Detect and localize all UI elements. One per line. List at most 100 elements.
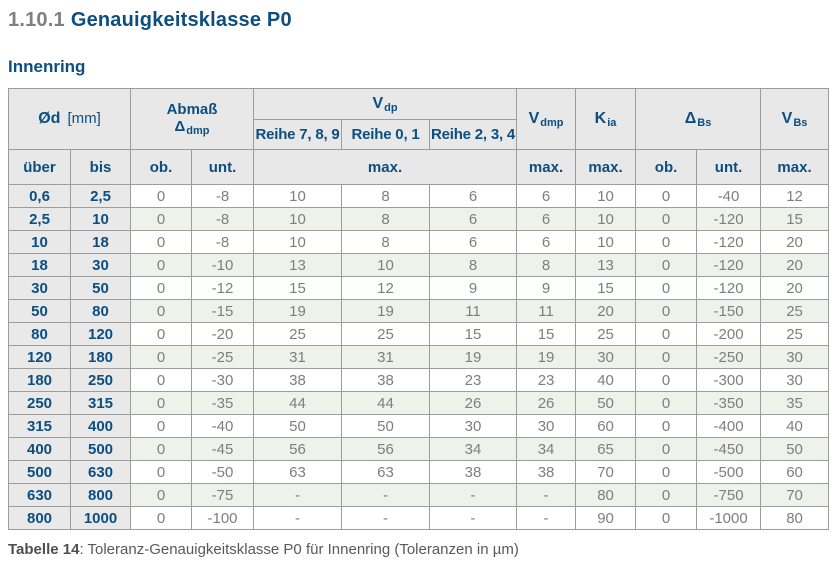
- range-cell: 250: [8, 391, 71, 415]
- table-row: 250 315 0 -35 44 44 26 26 50 0 -350 35: [8, 391, 830, 415]
- value-cell: 19: [429, 345, 518, 369]
- range-cell: 18: [69, 230, 132, 254]
- value-cell: 30: [760, 368, 830, 392]
- value-cell: 65: [575, 437, 637, 461]
- value-cell: 0: [635, 322, 698, 346]
- value-cell: 25: [760, 322, 830, 346]
- table-row: 120 180 0 -25 31 31 19 19 30 0 -250 30: [8, 345, 830, 369]
- header-reihe-01: Reihe 0, 1: [341, 119, 431, 150]
- table-row: 630 800 0 -75- - - -80 0 -750 70: [8, 483, 830, 507]
- section-heading: 1.10.1 Genauigkeitsklasse P0: [8, 8, 836, 32]
- value-cell: 9: [516, 276, 577, 300]
- value-cell: 70: [575, 460, 637, 484]
- value-cell: 80: [575, 483, 637, 507]
- range-cell: 800: [8, 506, 71, 530]
- value-cell: 20: [760, 276, 830, 300]
- range-cell: 80: [69, 299, 132, 323]
- value-cell: 0: [130, 345, 193, 369]
- value-cell: 34: [429, 437, 518, 461]
- value-cell: -30: [191, 368, 255, 392]
- value-cell: 0: [635, 460, 698, 484]
- value-cell: 40: [760, 414, 830, 438]
- value-cell: 0: [635, 437, 698, 461]
- section-title: Genauigkeitsklasse P0: [70, 9, 292, 31]
- value-cell: 60: [575, 414, 637, 438]
- range-cell: 250: [69, 368, 132, 392]
- value-cell: -8: [191, 230, 255, 254]
- section-number: 1.10.1: [8, 9, 65, 31]
- value-cell: 0: [635, 184, 698, 208]
- value-cell: 25: [760, 299, 830, 323]
- value-cell: 30: [575, 345, 637, 369]
- value-cell: -: [341, 483, 431, 507]
- value-cell: 31: [341, 345, 431, 369]
- value-cell: -75: [191, 483, 255, 507]
- value-cell: 63: [253, 460, 343, 484]
- value-cell: 31: [253, 345, 343, 369]
- value-cell: 6: [516, 230, 577, 254]
- value-cell: -120: [696, 207, 762, 231]
- header-max-vdp: max.: [253, 149, 518, 185]
- header-kia: Kia: [575, 88, 637, 150]
- value-cell: 15: [429, 322, 518, 346]
- table-row: 50 80 0 -15 19 19 11 11 20 0 -150 25: [8, 299, 830, 323]
- header-reihe-789: Reihe 7, 8, 9: [253, 119, 343, 150]
- value-cell: -35: [191, 391, 255, 415]
- value-cell: 30: [760, 345, 830, 369]
- value-cell: 44: [253, 391, 343, 415]
- value-cell: -15: [191, 299, 255, 323]
- header-vdmp: Vdmp: [516, 88, 577, 150]
- value-cell: 0: [635, 276, 698, 300]
- value-cell: 25: [341, 322, 431, 346]
- value-cell: -750: [696, 483, 762, 507]
- range-cell: 315: [8, 414, 71, 438]
- value-cell: 50: [760, 437, 830, 461]
- value-cell: -100: [191, 506, 255, 530]
- header-ob-dbs: ob.: [635, 149, 698, 185]
- value-cell: 30: [516, 414, 577, 438]
- diameter-symbol: Ød: [38, 110, 61, 127]
- range-cell: 400: [69, 414, 132, 438]
- value-cell: 30: [429, 414, 518, 438]
- value-cell: 12: [341, 276, 431, 300]
- value-cell: 0: [130, 184, 193, 208]
- range-cell: 180: [8, 368, 71, 392]
- header-diameter: Ød [mm]: [7, 88, 132, 150]
- value-cell: 13: [253, 253, 343, 277]
- value-cell: 23: [429, 368, 518, 392]
- value-cell: -: [516, 506, 577, 530]
- value-cell: 0: [635, 414, 698, 438]
- range-cell: 10: [69, 207, 132, 231]
- range-cell: 30: [8, 276, 71, 300]
- table-row: 500 630 0 -50 63 63 38 38 70 0 -500 60: [8, 460, 830, 484]
- value-cell: 15: [253, 276, 343, 300]
- value-cell: 19: [341, 299, 431, 323]
- value-cell: 44: [341, 391, 431, 415]
- range-cell: 315: [69, 391, 132, 415]
- range-cell: 80: [8, 322, 71, 346]
- value-cell: -120: [696, 276, 762, 300]
- document-page: 1.10.1 Genauigkeitsklasse P0 Innenring Ød…: [7, 8, 836, 558]
- value-cell: 0: [130, 276, 193, 300]
- value-cell: -150: [696, 299, 762, 323]
- value-cell: 10: [253, 207, 343, 231]
- value-cell: -: [429, 483, 518, 507]
- range-cell: 800: [69, 483, 132, 507]
- value-cell: 25: [575, 322, 637, 346]
- value-cell: -: [253, 506, 343, 530]
- value-cell: 0: [130, 460, 193, 484]
- value-cell: 38: [429, 460, 518, 484]
- header-ob-abmass: ob.: [130, 149, 193, 185]
- value-cell: 25: [253, 322, 343, 346]
- value-cell: 0: [130, 391, 193, 415]
- table-row: 2,5 10 0 -8 10 8 6 6 10 0 -120 15: [8, 207, 830, 231]
- table-row: 30 50 0 -12 15 12 9 9 15 0 -120 20: [8, 276, 830, 300]
- value-cell: 0: [130, 368, 193, 392]
- value-cell: 0: [635, 506, 698, 530]
- value-cell: 40: [575, 368, 637, 392]
- value-cell: 0: [130, 483, 193, 507]
- diameter-unit: [mm]: [67, 110, 101, 127]
- header-unt-dbs: unt.: [696, 149, 762, 185]
- value-cell: 10: [341, 253, 431, 277]
- value-cell: 60: [760, 460, 830, 484]
